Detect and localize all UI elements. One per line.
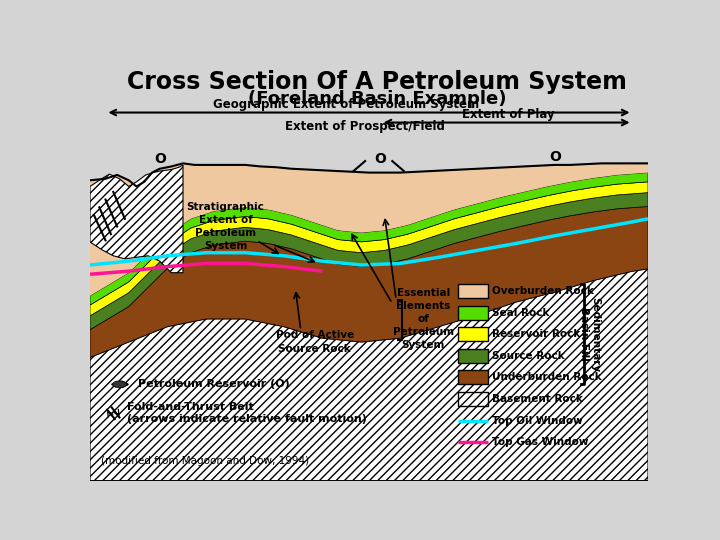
Bar [458,349,487,363]
Polygon shape [90,165,183,273]
Polygon shape [90,206,648,357]
Ellipse shape [112,381,127,388]
Text: Extent of Prospect/Field: Extent of Prospect/Field [285,119,445,132]
Text: Essential
Elements
of
Petroleum
System: Essential Elements of Petroleum System [392,287,454,350]
Text: Top Oil Window: Top Oil Window [492,416,583,426]
Polygon shape [90,164,648,296]
Polygon shape [90,182,648,316]
Text: O: O [374,152,387,166]
Polygon shape [90,173,648,305]
Text: Extent of Play: Extent of Play [462,108,555,121]
Text: Cross Section Of A Petroleum System: Cross Section Of A Petroleum System [127,70,626,94]
Text: Geographic Extent of Petroleum System: Geographic Extent of Petroleum System [212,98,479,111]
Text: Source Rock: Source Rock [492,351,565,361]
Text: O: O [154,152,166,166]
Text: Pod of Active
Source Rock: Pod of Active Source Rock [276,330,354,354]
Bar [458,327,487,341]
Text: Basement Rock: Basement Rock [492,394,583,404]
Bar [458,306,487,320]
Text: Sedimentary
Basin Fill: Sedimentary Basin Fill [579,297,600,372]
Polygon shape [90,193,648,330]
Bar [458,392,487,406]
Text: Overburden Rock: Overburden Rock [492,286,594,296]
Text: Stratigraphic
Extent of
Petroleum
System: Stratigraphic Extent of Petroleum System [186,202,264,251]
Text: Petroleum Reservoir (O): Petroleum Reservoir (O) [138,379,289,389]
Text: Underburden Rock: Underburden Rock [492,373,602,382]
Text: O: O [549,150,561,164]
Text: Fold-and-Thrust Belt
(arrows indicate relative fault motion): Fold-and-Thrust Belt (arrows indicate re… [127,402,367,424]
Bar [458,284,487,298]
Polygon shape [90,269,648,481]
Text: Seal Rock: Seal Rock [492,308,550,318]
Text: Reservoir Rock: Reservoir Rock [492,329,580,339]
Text: Top Gas Window: Top Gas Window [492,437,589,447]
Bar [458,370,487,384]
Text: (modified from Magoon and Dow, 1994): (modified from Magoon and Dow, 1994) [101,456,309,467]
Text: (Foreland Basin Example): (Foreland Basin Example) [248,90,506,107]
